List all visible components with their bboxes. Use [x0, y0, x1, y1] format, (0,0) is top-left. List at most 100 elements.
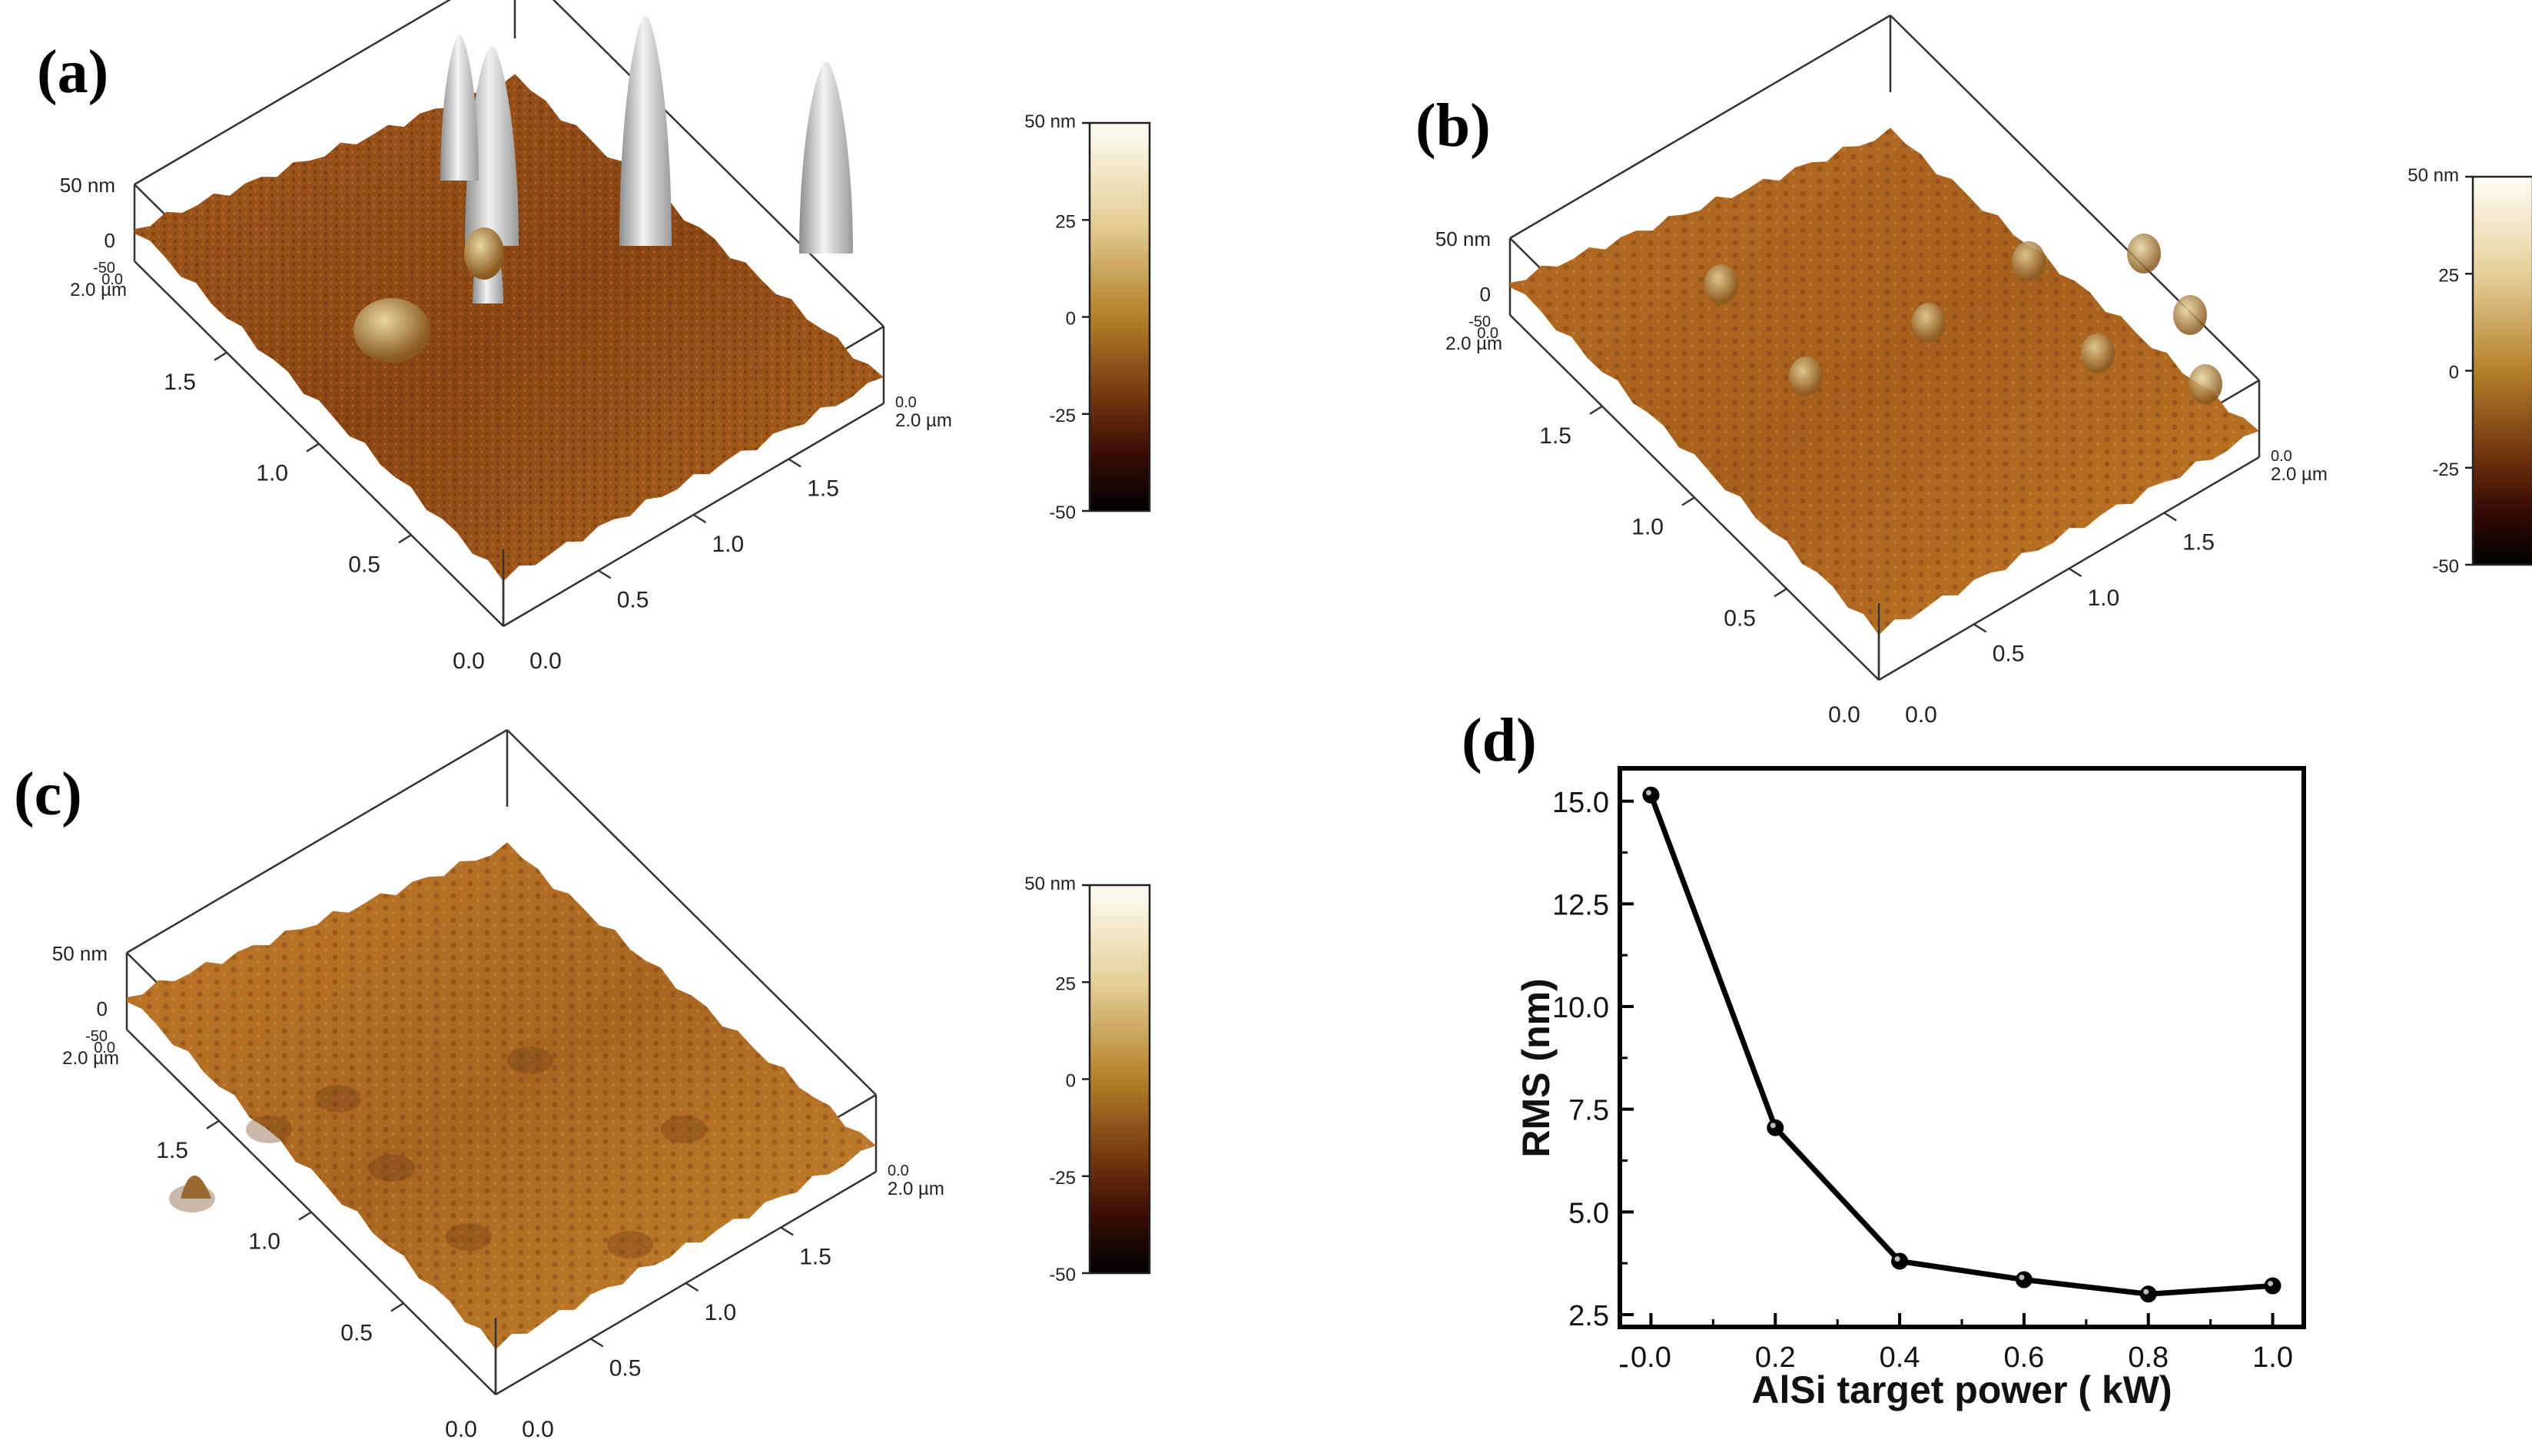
x-tick: [2163, 512, 2177, 522]
z-zero-label: 0: [1480, 283, 1491, 306]
corner-label-y: 0.0: [445, 1417, 477, 1442]
afm-panel-c: 0.50.51.01.01.51.50.0 0.02.0 µm2.0 µm0.00…: [52, 728, 944, 1442]
y-tick: [1774, 588, 1787, 598]
y-tick-label: 0.5: [348, 552, 380, 577]
box-edge: [134, 0, 452, 186]
back-zero-right: 0.0: [888, 1162, 909, 1179]
y-tick: [214, 351, 227, 361]
back-zero-right: 0.0: [2271, 448, 2292, 465]
surface-pit: [315, 1085, 361, 1113]
colorbar-tick-label: 0: [1066, 309, 1076, 330]
afm-panel-b: 0.50.51.01.01.51.50.0 0.02.0 µm2.0 µm0.00…: [1435, 14, 2328, 728]
y-tick-label: 1.5: [164, 370, 196, 395]
data-point-highlight: [2143, 1289, 2149, 1295]
y-axis-ticks: 2.5 5.0 7.5 10.0 12.5 15.0: [1552, 787, 1634, 1368]
y-tick: [390, 1302, 404, 1312]
height-bump: [2081, 333, 2115, 373]
x-tick-label: 1.0: [712, 532, 745, 557]
x-tick-label: 1.5: [799, 1245, 831, 1270]
height-bump: [2012, 241, 2046, 281]
height-bump: [2127, 234, 2161, 274]
data-point-highlight: [1770, 1123, 1776, 1129]
corner-label-y: 0.0: [453, 648, 485, 674]
data-point: [2264, 1277, 2281, 1295]
colorbar-tick-label: -50: [1049, 1265, 1076, 1285]
height-spike: [799, 61, 853, 254]
z-min-label: -50: [93, 260, 115, 277]
y-tick: [298, 1211, 312, 1221]
height-bump: [2189, 364, 2222, 404]
x-tick: [1973, 623, 1987, 633]
back-zero-left: 0.0: [101, 271, 123, 288]
y-tick-label: 1.0: [248, 1229, 280, 1255]
data-point-highlight: [2019, 1275, 2025, 1281]
y-tick-label: 1.0: [1631, 515, 1664, 540]
z-zero-label: 0: [105, 229, 115, 252]
back-zero-right: 0.0: [895, 394, 917, 411]
y-tick: [1681, 496, 1695, 506]
data-point-highlight: [2268, 1281, 2274, 1287]
series-line: [1648, 794, 2273, 1297]
surface-pit: [661, 1116, 707, 1143]
y-tick: [306, 443, 320, 453]
colorbar-b: 50 nm 25 0 -25 -50: [2408, 165, 2532, 577]
box-edge: [552, 0, 884, 327]
corner-label-y: 0.0: [1828, 702, 1860, 728]
x-tick-label: 0.5: [617, 588, 649, 613]
y-tick-label: 1.0: [256, 461, 288, 486]
x-axis-label: AlSi target power ( kW): [1751, 1368, 2172, 1411]
x-tick-label: 0.8: [2128, 1342, 2169, 1374]
y-end-label: 2.0 µm: [70, 280, 127, 300]
data-point: [1767, 1119, 1784, 1136]
y-tick-label: 7.5: [1568, 1095, 1609, 1127]
y-tick-label: 1.5: [156, 1138, 188, 1163]
height-spike: [440, 35, 479, 181]
corner-label-x: 0.0: [529, 648, 562, 674]
y-tick-label: 2.5: [1568, 1300, 1609, 1332]
colorbar-tick-label: -25: [2432, 459, 2459, 480]
height-bump: [1789, 357, 1823, 396]
y-tick-label: 0.5: [340, 1320, 373, 1345]
x-tick: [788, 458, 801, 468]
surface-pit: [446, 1223, 492, 1251]
colorbar-c: 50 nm 25 0 -25 -50: [1024, 874, 1151, 1285]
z-min-label: -50: [85, 1028, 108, 1045]
colorbar-gradient: [1088, 884, 1151, 1275]
colorbar-tick-label: 0: [2449, 363, 2459, 383]
panel-label-b: (b): [1415, 92, 1491, 160]
y-axis-label: RMS (nm): [1515, 978, 1558, 1157]
height-bump: [353, 298, 430, 363]
x-tick-label: 1.5: [2182, 530, 2215, 556]
panel-label-d: (d): [1462, 707, 1537, 774]
colorbar-a: 50 nm 25 0 -25 -50: [1024, 111, 1151, 523]
rms-chart: 2.5 5.0 7.5 10.0 12.5 15.0 0.0 0.2 0.4 0.6 0.8 1.0…: [1515, 766, 2306, 1411]
plot-frame: [1618, 766, 2306, 1329]
x-tick: [598, 569, 612, 579]
surface-pit: [369, 1154, 415, 1182]
y-tick-label: 5.0: [1568, 1197, 1609, 1229]
colorbar-tick-label: -25: [1049, 406, 1076, 426]
x-tick-label: 0.2: [1755, 1342, 1796, 1374]
colorbar-tick-label: 50 nm: [2408, 165, 2459, 186]
corner-label-x: 0.0: [1905, 702, 1937, 728]
height-spike: [465, 46, 519, 246]
box-edge: [506, 729, 877, 1096]
x-end-label: 2.0 µm: [895, 410, 952, 431]
colorbar-tick-label: 25: [1055, 211, 1076, 232]
colorbar-tick-label: 25: [2438, 265, 2459, 286]
colorbar-gradient: [2471, 175, 2532, 566]
surface-texture: [134, 74, 884, 582]
z-max-label: 50 nm: [1435, 227, 1491, 250]
y-tick-label: 12.5: [1552, 889, 1609, 921]
panel-label-c: (c): [14, 761, 82, 828]
box-edge: [1509, 14, 1891, 240]
z-min-label: -50: [1468, 313, 1491, 330]
y-tick: [206, 1119, 220, 1129]
colorbar-tick-label: 50 nm: [1024, 874, 1076, 894]
data-point-highlight: [1894, 1255, 1900, 1262]
height-bump: [464, 227, 504, 280]
afm-panel-a: 0.50.51.01.01.51.50.0 0.02.0 µm2.0 µm0.00…: [60, 0, 952, 674]
height-bump: [2173, 295, 2207, 335]
x-tick: [685, 1282, 699, 1292]
